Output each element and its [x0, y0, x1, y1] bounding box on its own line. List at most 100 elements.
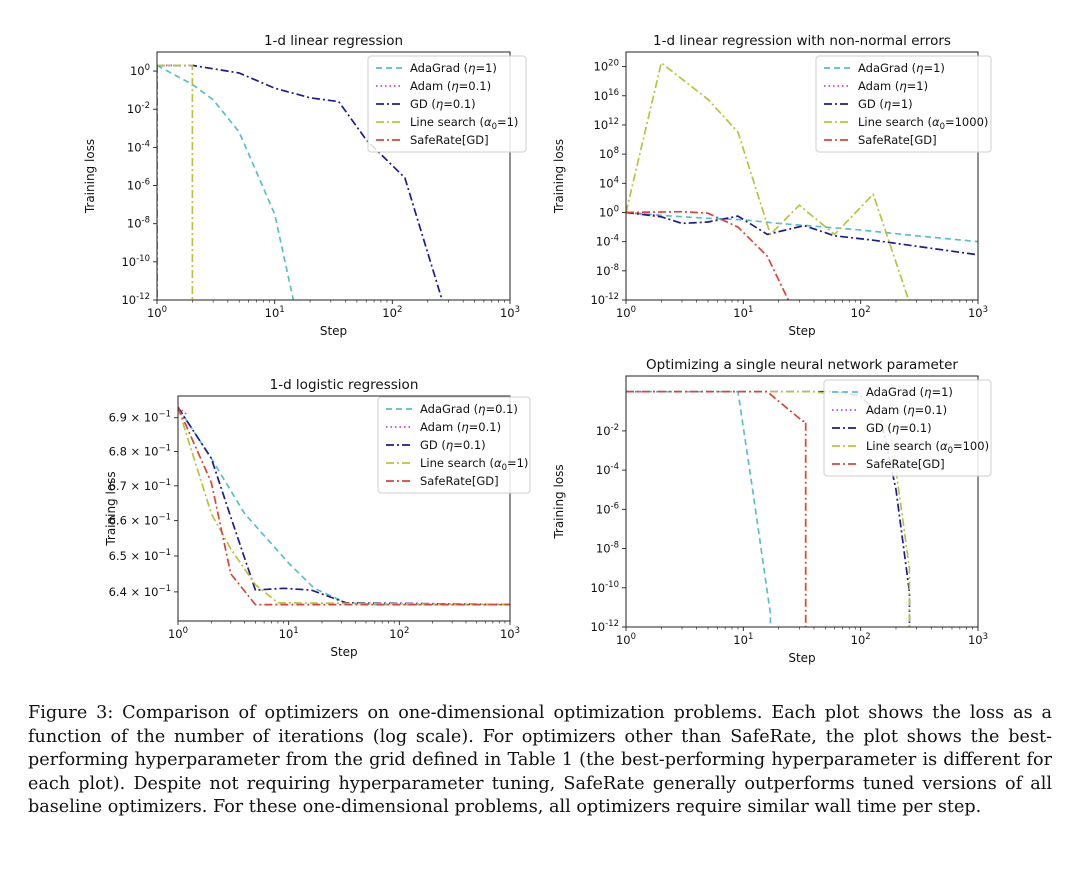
x-tick-label: 101 [279, 626, 299, 641]
series-line-adagrad [626, 211, 978, 243]
chart-panel-3: 1-d logistic regression 100 101 102 103 6.9 ×… [104, 377, 531, 659]
series-group [157, 64, 443, 300]
legend-label-line_search: Line search (α0=1) [420, 456, 528, 473]
legend-label-saferate: SafeRate[GD] [420, 474, 499, 488]
x-axis-label: Step [320, 324, 347, 338]
y-tick-label: 10-2 [596, 423, 619, 438]
legend-label-gd: GD (η=1) [858, 97, 913, 111]
legend: AdaGrad (η=1) Adam (η=0.1) GD (η=0.1) Line … [823, 379, 992, 477]
series-line-saferate [626, 210, 790, 300]
y-tick-label: 100 [130, 63, 150, 78]
legend-box [367, 55, 527, 153]
x-tick-label: 102 [389, 626, 409, 641]
series-line-gd [178, 406, 510, 606]
legend-label-adam: Adam (η=0.1) [420, 420, 501, 434]
y-tick-label: 1020 [594, 59, 619, 74]
x-tick-label: 102 [851, 632, 871, 647]
x-tick-label: 103 [500, 626, 520, 641]
y-tick-label: 6.5 × 10−1 [109, 548, 171, 563]
x-axis-label: Step [330, 645, 357, 659]
chart-panel-2: 1-d linear regression with non-normal er… [552, 33, 992, 338]
series-line-line_search [157, 64, 194, 300]
legend-label-line_search: Line search (α0=100) [866, 439, 989, 456]
y-tick-label: 6.6 × 10−1 [109, 513, 171, 528]
y-tick-label: 108 [599, 146, 619, 161]
series-line-gd [157, 64, 443, 300]
series-line-line_search [626, 62, 911, 300]
legend-label-adagrad: AdaGrad (η=0.1) [420, 402, 518, 416]
x-tick-label: 103 [500, 305, 520, 320]
y-tick-label: 10-4 [596, 462, 619, 477]
y-tick-label: 10-12 [590, 292, 619, 307]
legend-box [815, 55, 992, 153]
y-tick-label: 6.8 × 10−1 [109, 444, 171, 459]
x-tick-label: 100 [616, 632, 636, 647]
series-line-adagrad [626, 390, 772, 627]
legend-label-line_search: Line search (α0=1) [410, 115, 518, 132]
axes-frame [177, 395, 511, 622]
series-group [626, 62, 978, 300]
x-tick-label: 101 [265, 305, 285, 320]
chart-panel-1: 1-d linear regression 100 101 102 103 100 10-2… [83, 33, 527, 338]
legend: AdaGrad (η=0.1) Adam (η=0.1) GD (η=0.1) Lin… [377, 396, 531, 494]
series-group [178, 406, 510, 606]
y-tick-label: 10-8 [596, 263, 619, 278]
x-tick-label: 102 [382, 305, 402, 320]
legend: AdaGrad (η=1) Adam (η=1) GD (η=1) Line sear… [815, 55, 992, 153]
chart-title: 1-d linear regression [264, 33, 403, 49]
axes-frame [156, 51, 511, 301]
legend-label-adam: Adam (η=0.1) [410, 79, 491, 93]
legend-label-saferate: SafeRate[GD] [866, 457, 945, 471]
legend-label-line_search: Line search (α0=1000) [858, 115, 988, 132]
chart-panel-4: Optimizing a single neural network param… [552, 357, 992, 665]
series-line-line_search [178, 407, 510, 606]
x-axis-label: Step [788, 324, 815, 338]
x-tick-label: 102 [851, 305, 871, 320]
y-tick-label: 6.7 × 10−1 [109, 478, 171, 493]
y-tick-label: 10-10 [121, 254, 150, 269]
series-line-saferate [178, 406, 510, 606]
y-tick-label: 10-12 [590, 619, 619, 634]
legend-box [823, 379, 992, 477]
axes-frame [625, 375, 979, 628]
legend-label-gd: GD (η=0.1) [866, 421, 932, 435]
legend-label-adam: Adam (η=1) [858, 79, 928, 93]
y-tick-label: 10-8 [596, 541, 619, 556]
y-tick-label: 10-4 [127, 139, 150, 154]
y-tick-label: 10-4 [596, 234, 619, 249]
x-tick-label: 100 [168, 626, 188, 641]
series-line-adagrad [157, 64, 295, 300]
series-line-gd [626, 211, 978, 256]
x-tick-label: 100 [616, 305, 636, 320]
legend: AdaGrad (η=1) Adam (η=0.1) GD (η=0.1) Line … [367, 55, 527, 153]
x-tick-label: 101 [733, 632, 753, 647]
x-tick-label: 101 [733, 305, 753, 320]
y-tick-label: 6.4 × 10−1 [109, 584, 171, 599]
chart-title: 1-d linear regression with non-normal er… [653, 33, 951, 49]
series-line-adam [178, 406, 188, 416]
legend-label-adagrad: AdaGrad (η=1) [858, 61, 945, 75]
y-tick-label: 10-10 [590, 580, 619, 595]
axes-frame [625, 51, 979, 301]
legend-label-adagrad: AdaGrad (η=1) [410, 61, 497, 75]
y-tick-label: 10-12 [121, 292, 150, 307]
y-tick-label: 10-8 [127, 216, 150, 231]
x-tick-label: 103 [968, 305, 988, 320]
legend-label-gd: GD (η=0.1) [410, 97, 476, 111]
y-tick-label: 100 [599, 204, 619, 219]
legend-box [377, 396, 531, 494]
x-axis-label: Step [788, 651, 815, 665]
y-axis-label: Training loss [552, 464, 566, 539]
y-tick-label: 10-6 [127, 178, 150, 193]
y-tick-label: 10-6 [596, 501, 619, 516]
x-tick-label: 100 [147, 305, 167, 320]
series-line-adagrad [178, 406, 510, 606]
legend-label-saferate: SafeRate[GD] [858, 133, 937, 147]
series-line-saferate [626, 390, 807, 627]
y-tick-label: 104 [599, 175, 619, 190]
y-axis-label: Training loss [552, 139, 566, 214]
chart-title: 1-d logistic regression [270, 377, 419, 393]
x-tick-label: 103 [968, 632, 988, 647]
y-tick-label: 10-2 [127, 101, 150, 116]
y-axis-label: Training loss [83, 139, 97, 214]
